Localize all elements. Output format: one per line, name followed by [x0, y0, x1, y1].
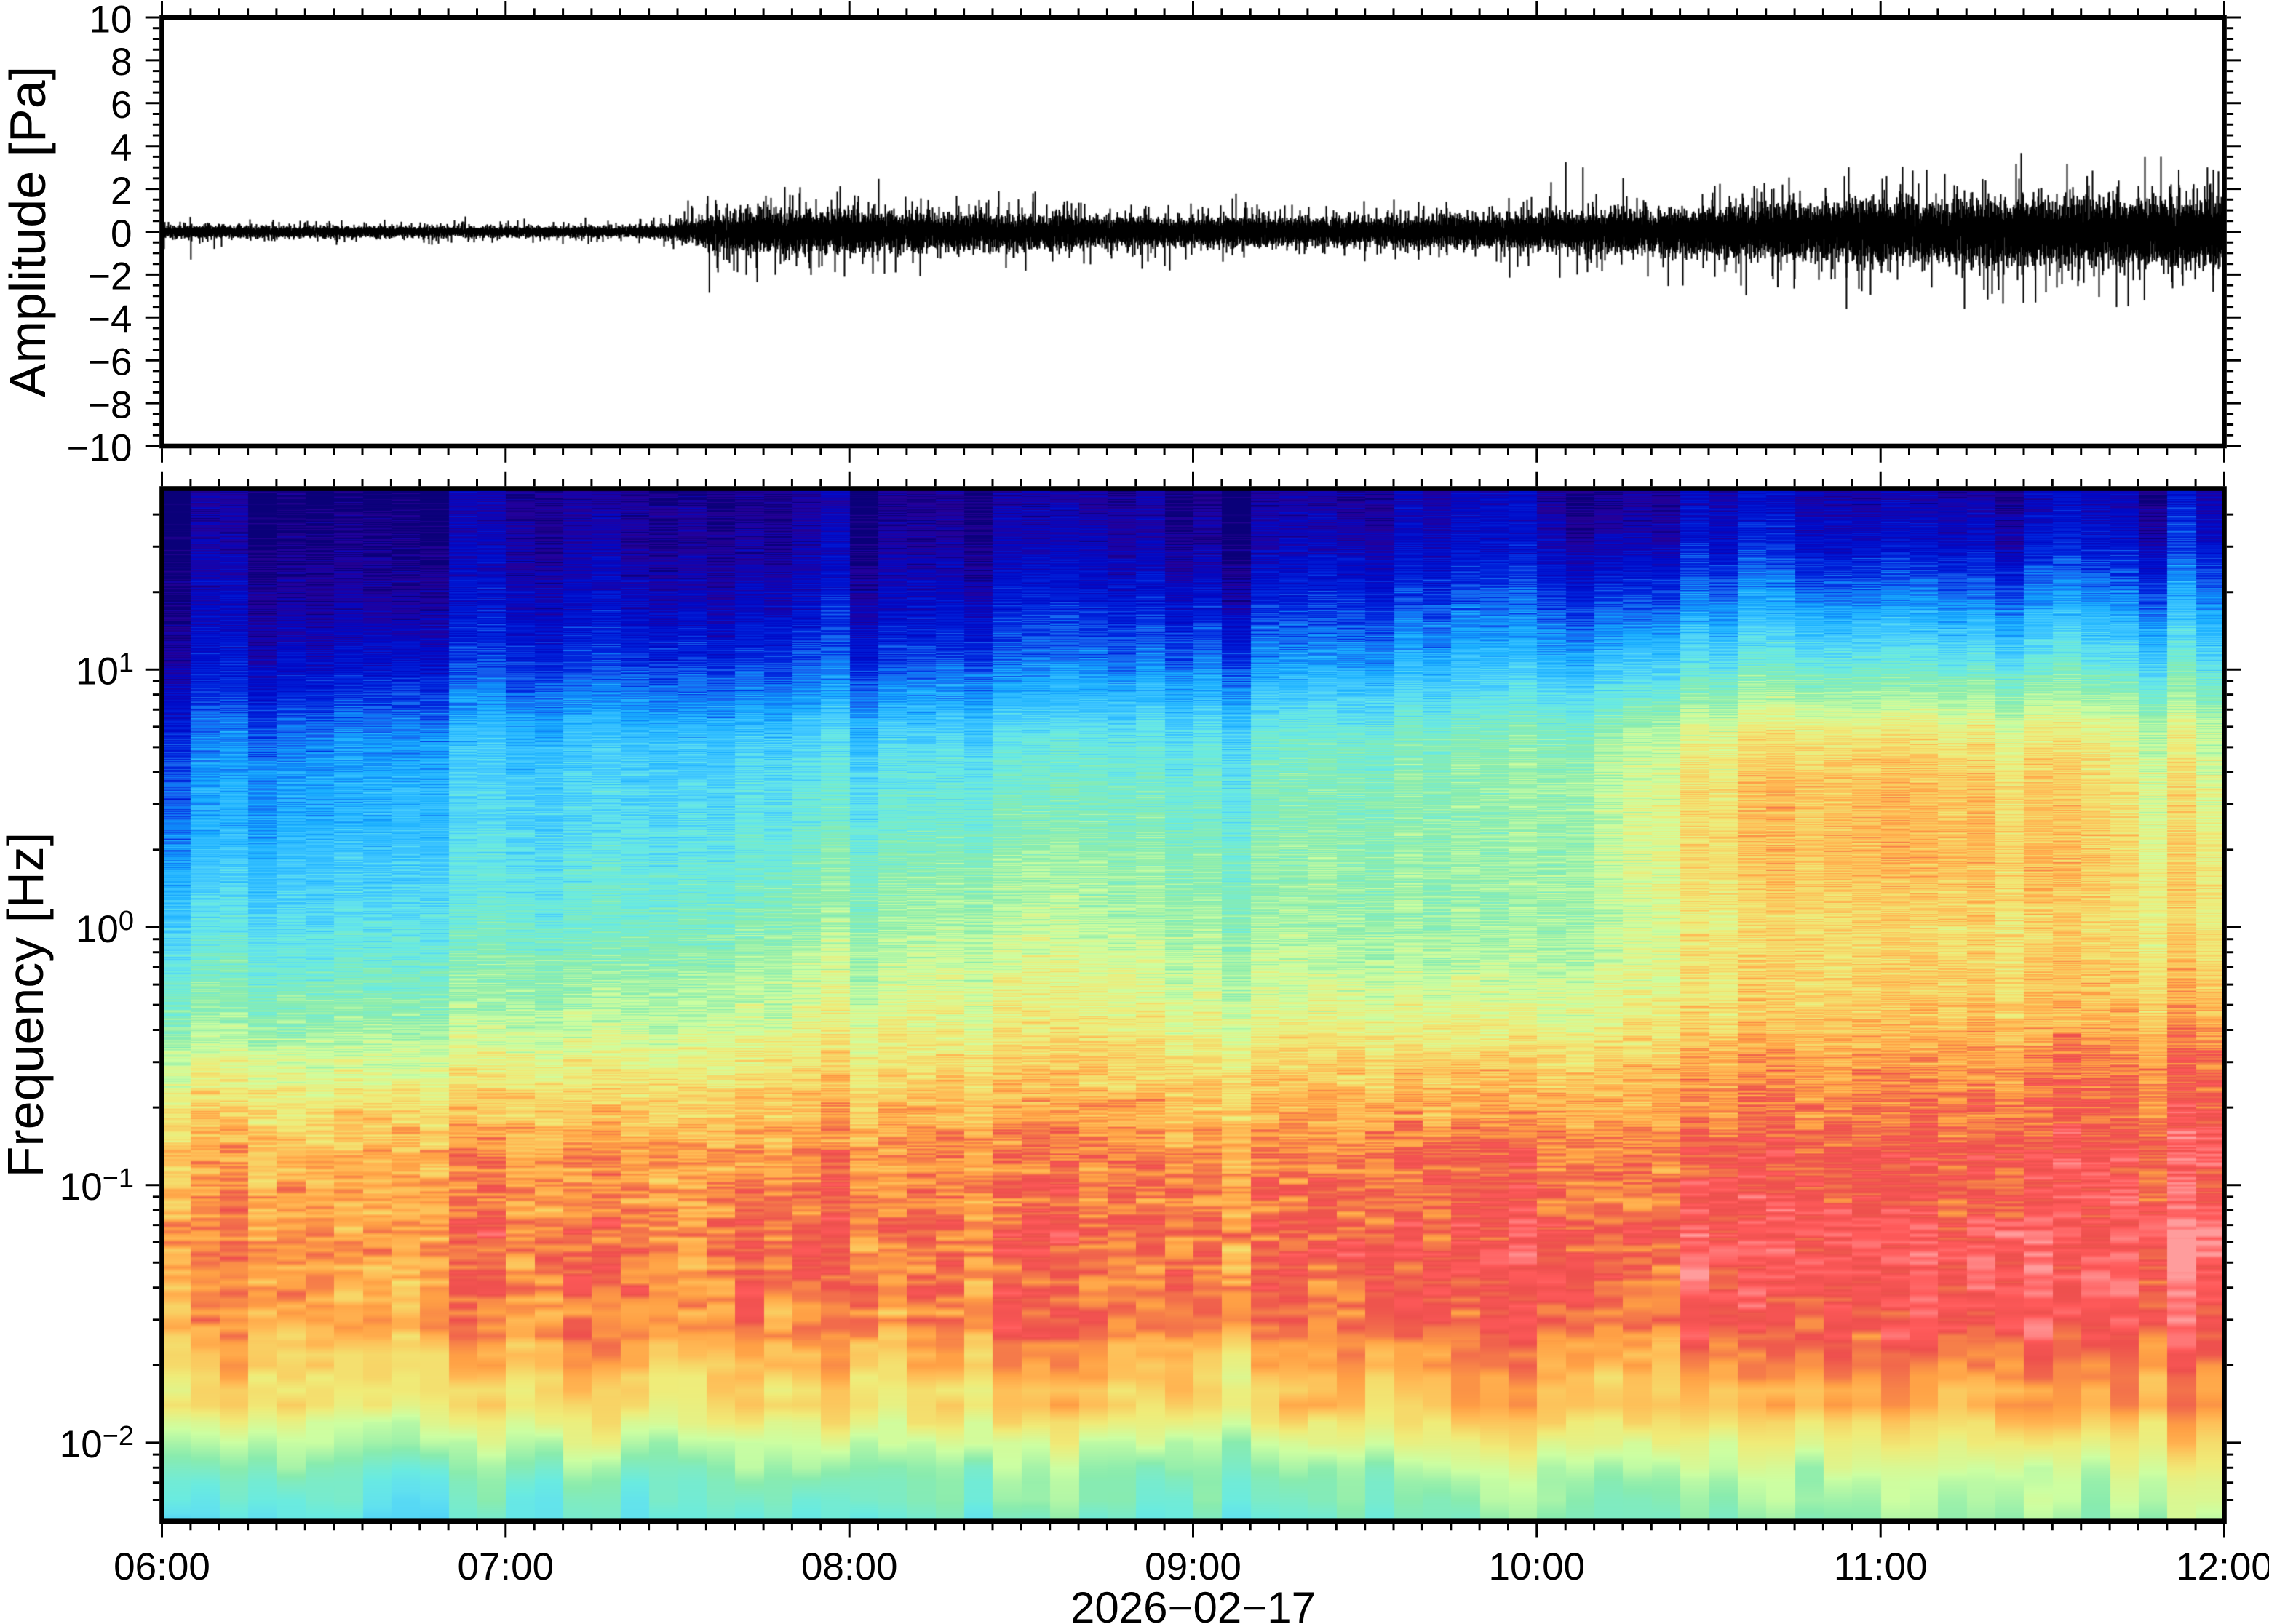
svg-text:−10: −10: [67, 426, 132, 469]
svg-text:6: 6: [111, 84, 132, 127]
svg-text:2026−02−17: 2026−02−17: [1070, 1583, 1316, 1624]
svg-text:Frequency [Hz]: Frequency [Hz]: [0, 832, 54, 1178]
svg-text:08:00: 08:00: [801, 1545, 898, 1588]
svg-text:10: 10: [90, 0, 132, 41]
svg-text:100: 100: [76, 906, 134, 951]
svg-text:−6: −6: [88, 341, 132, 384]
svg-text:09:00: 09:00: [1145, 1545, 1241, 1588]
svg-text:Amplitude [Pa]: Amplitude [Pa]: [0, 66, 56, 397]
svg-text:−4: −4: [88, 298, 132, 341]
svg-text:101: 101: [76, 648, 134, 693]
svg-text:10−1: 10−1: [60, 1163, 134, 1209]
svg-text:4: 4: [111, 127, 132, 170]
svg-text:07:00: 07:00: [457, 1545, 554, 1588]
svg-text:8: 8: [111, 41, 132, 84]
svg-text:−8: −8: [88, 383, 132, 426]
svg-text:06:00: 06:00: [114, 1545, 210, 1588]
svg-text:2: 2: [111, 170, 132, 212]
svg-text:11:00: 11:00: [1834, 1545, 1928, 1588]
svg-text:10−2: 10−2: [60, 1421, 134, 1466]
svg-text:0: 0: [111, 212, 132, 255]
svg-text:10:00: 10:00: [1488, 1545, 1585, 1588]
svg-text:12:00: 12:00: [2176, 1545, 2269, 1588]
svg-text:−2: −2: [88, 255, 132, 298]
